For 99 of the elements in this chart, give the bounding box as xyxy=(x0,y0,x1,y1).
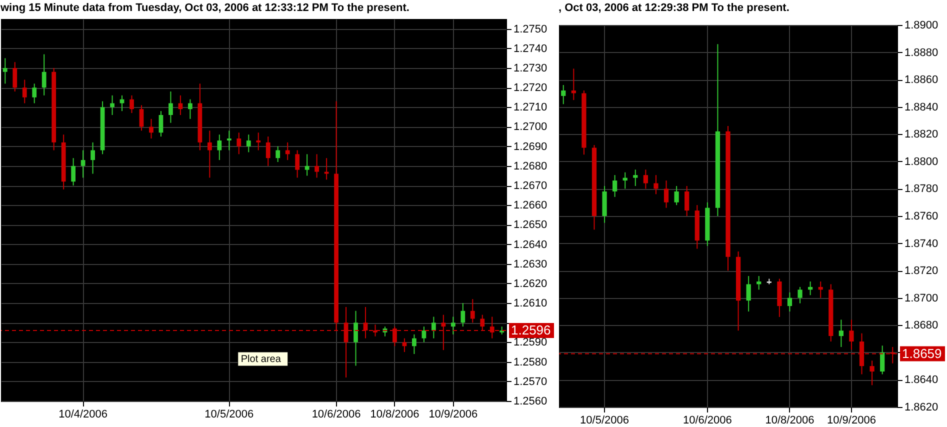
candlestick xyxy=(22,79,27,104)
y-tick-label: 1.8720 xyxy=(904,265,938,278)
candlestick xyxy=(12,62,18,92)
y-tick-label: 1.2710 xyxy=(514,102,548,114)
x-tick-label: 10/8/2006 xyxy=(765,414,814,426)
y-tick-label: 1.2730 xyxy=(514,62,548,74)
candlestick xyxy=(90,142,95,174)
candlestick xyxy=(314,154,319,178)
candlestick xyxy=(236,132,242,155)
candlestick xyxy=(870,360,874,386)
candlestick xyxy=(149,118,154,139)
candlestick xyxy=(207,130,212,178)
x-tick-label: 10/4/2006 xyxy=(58,408,108,420)
candlestick xyxy=(431,316,436,339)
y-tick-label: 1.2720 xyxy=(514,82,548,94)
candlestick xyxy=(266,136,270,166)
candlestick xyxy=(450,316,456,335)
candlestick xyxy=(787,292,792,312)
x-tick-label: 10/9/2006 xyxy=(827,414,876,426)
candlestick xyxy=(422,326,426,343)
y-tick-label: 1.2690 xyxy=(514,140,548,153)
candlestick xyxy=(880,345,885,375)
ref-line-label: 1.8659 xyxy=(902,346,942,361)
candlestick xyxy=(178,94,183,116)
candlestick xyxy=(295,150,300,178)
candlestick xyxy=(633,169,638,186)
candlestick xyxy=(354,310,358,366)
x-tick-label: 10/5/2006 xyxy=(580,414,629,426)
x-tick-label: 10/6/2006 xyxy=(312,408,361,420)
candlestick xyxy=(324,158,329,180)
candlestick xyxy=(130,94,134,114)
candlestick xyxy=(684,185,690,216)
candlestick xyxy=(643,169,648,190)
candlestick xyxy=(188,98,192,120)
candlestick xyxy=(838,319,844,348)
y-tick-label: 1.2750 xyxy=(514,23,548,36)
y-tick-label: 1.8860 xyxy=(904,74,938,86)
candlestick xyxy=(42,54,46,96)
y-tick-label: 1.8620 xyxy=(904,402,938,414)
y-tick-label: 1.2580 xyxy=(514,356,548,368)
candlestick xyxy=(139,104,144,132)
chart-title: wing 15 Minute data from Tuesday, Oct 03, 2006 at 12:33:12 PM To the present. xyxy=(0,2,410,14)
y-tick-label: 1.2570 xyxy=(514,376,548,388)
candlestick xyxy=(32,83,37,104)
candlestick xyxy=(654,174,658,195)
candlestick xyxy=(158,110,164,138)
candlestick xyxy=(217,134,222,161)
candlestick xyxy=(276,146,280,163)
candlestick xyxy=(460,302,466,328)
y-tick-label: 1.2660 xyxy=(514,200,548,212)
y-tick-label: 1.8640 xyxy=(904,374,938,386)
candlestick xyxy=(561,84,566,105)
y-tick-label: 1.8900 xyxy=(904,20,938,32)
annotation: Plot area xyxy=(240,354,282,365)
candlestick xyxy=(285,142,290,161)
y-tick-label: 1.8800 xyxy=(904,156,938,168)
candlestick xyxy=(256,132,261,151)
y-tick-label: 1.2620 xyxy=(514,278,548,290)
y-tick-label: 1.2640 xyxy=(514,238,548,251)
candlestick xyxy=(664,180,669,208)
candlestick xyxy=(849,319,854,350)
candlestick xyxy=(470,298,475,324)
y-tick-label: 1.2740 xyxy=(514,42,548,55)
candlestick xyxy=(674,185,679,206)
candlestick xyxy=(612,174,618,198)
y-tick-label: 1.8760 xyxy=(904,210,938,222)
y-tick-label: 1.8820 xyxy=(904,128,938,141)
candlestick xyxy=(2,58,8,84)
ref-line-label: 1.2596 xyxy=(511,322,551,338)
x-tick-label: 10/6/2006 xyxy=(682,414,732,426)
y-tick-label: 1.8740 xyxy=(904,238,938,250)
candlestick xyxy=(746,276,751,312)
candlestick xyxy=(71,158,76,186)
y-tick-label: 1.8880 xyxy=(904,46,938,59)
x-tick-label: 10/8/2006 xyxy=(370,408,420,420)
candlestick xyxy=(168,90,173,124)
candlestick xyxy=(80,150,86,178)
y-tick-label: 1.8780 xyxy=(904,183,938,196)
y-tick-label: 1.2670 xyxy=(514,180,548,192)
candlestick xyxy=(402,338,407,353)
candlestick xyxy=(246,134,251,153)
y-tick-label: 1.8680 xyxy=(904,320,938,332)
y-tick-label: 1.2560 xyxy=(514,396,548,408)
candlestick xyxy=(412,334,416,354)
x-tick-label: 10/9/2006 xyxy=(428,408,478,420)
y-tick-label: 1.2680 xyxy=(514,160,548,172)
candlestick xyxy=(226,130,232,151)
y-tick-label: 1.8700 xyxy=(904,292,938,304)
y-tick-label: 1.2650 xyxy=(514,219,548,232)
x-tick-label: 10/5/2006 xyxy=(204,408,254,420)
y-tick-label: 1.2630 xyxy=(514,258,548,270)
y-tick-label: 1.8840 xyxy=(904,101,938,114)
y-tick-label: 1.2700 xyxy=(514,121,548,134)
chart-title: , Oct 03, 2006 at 12:29:38 PM To the present. xyxy=(558,2,790,14)
y-tick-label: 1.2590 xyxy=(514,336,548,349)
candlestick xyxy=(110,94,114,116)
y-tick-label: 1.2610 xyxy=(514,298,548,310)
candlestick xyxy=(304,154,310,176)
candlestick xyxy=(798,286,802,304)
